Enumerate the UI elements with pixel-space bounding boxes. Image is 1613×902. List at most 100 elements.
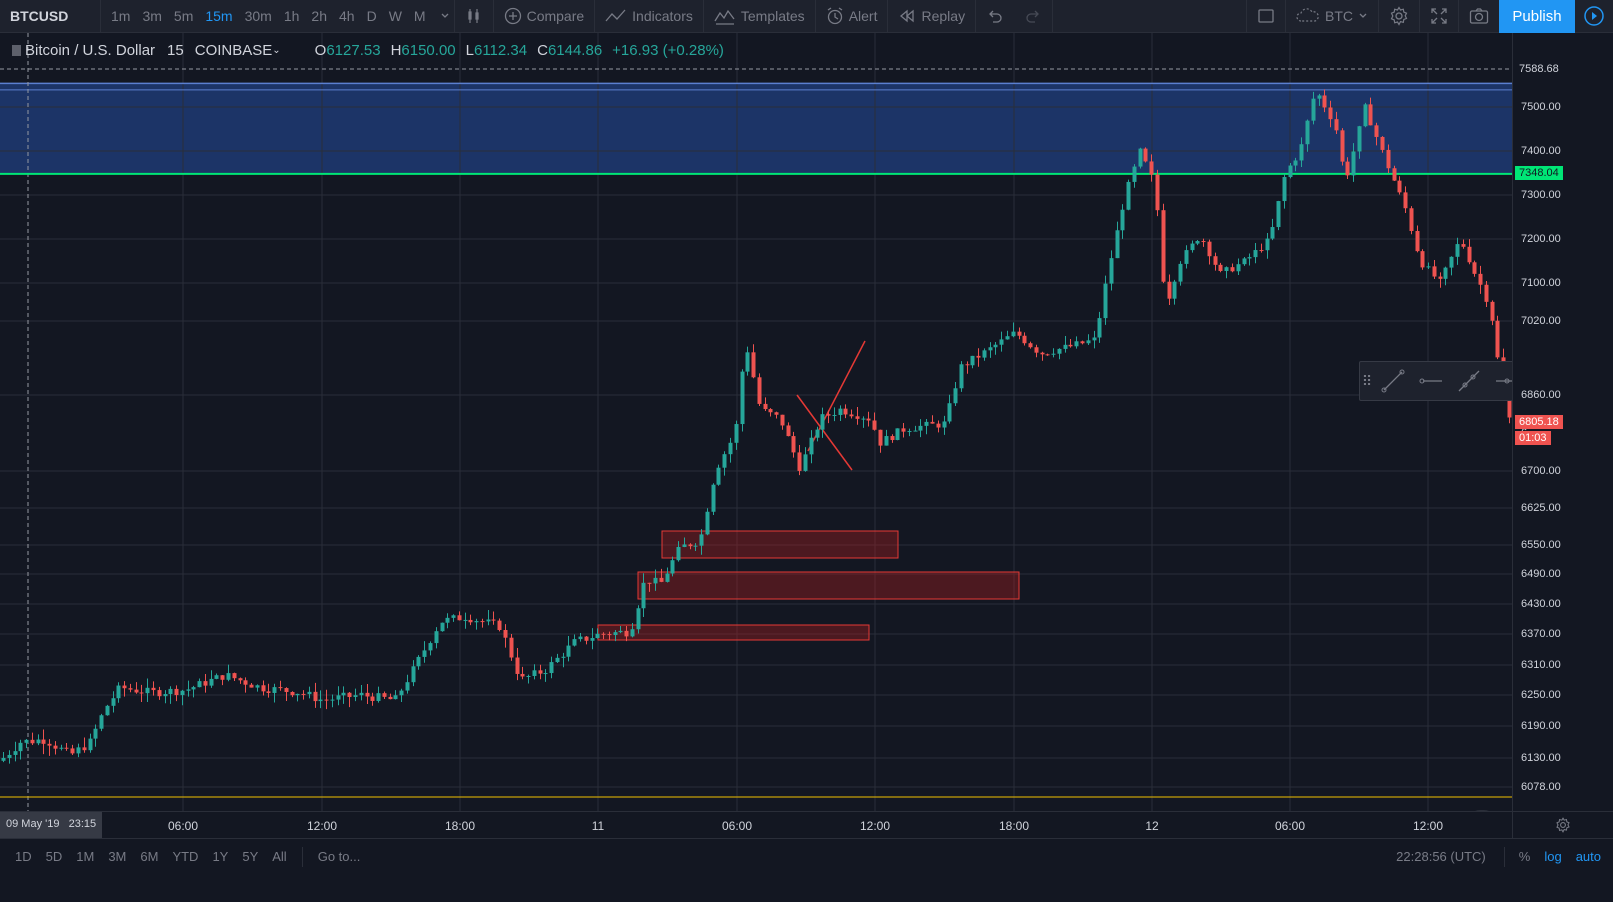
range-all[interactable]: All [272, 849, 287, 864]
chart-style-button[interactable] [455, 0, 493, 33]
price-axis[interactable]: 7500.00 7400.00 7300.00 7200.00 7100.00 7020.… [1512, 33, 1613, 811]
candle-up [180, 690, 185, 696]
candle-down [1386, 149, 1391, 169]
interval-M[interactable]: M [413, 8, 426, 24]
layout-button[interactable] [1247, 0, 1285, 33]
drag-handle-icon[interactable]: ⠿ [1361, 372, 1373, 389]
candle-down [1045, 354, 1050, 356]
candle-down [1340, 130, 1345, 162]
compare-button[interactable]: Compare [494, 0, 595, 33]
range-6m[interactable]: 6M [140, 849, 159, 864]
play-button[interactable] [1575, 0, 1613, 33]
candle-up [532, 670, 537, 677]
settings-button[interactable] [1379, 0, 1419, 33]
templates-button[interactable]: Templates [704, 0, 815, 33]
candle-up [474, 621, 479, 623]
candle-up [1357, 126, 1362, 152]
candle-up [434, 631, 439, 644]
redo-button[interactable] [1014, 0, 1052, 33]
candle-down [203, 681, 208, 686]
interval-15m[interactable]: 15m [205, 8, 233, 24]
replay-button[interactable]: Replay [888, 0, 975, 33]
candle-up [255, 685, 260, 688]
candle-up [809, 437, 814, 455]
range-1m[interactable]: 1M [76, 849, 95, 864]
candle-down [976, 355, 981, 358]
price-tick: 6625.00 [1521, 502, 1561, 514]
range-5y[interactable]: 5Y [242, 849, 259, 864]
legend-low-label: L [465, 42, 474, 59]
interval-4h[interactable]: 4h [338, 8, 355, 24]
scroll-to-realtime-button[interactable]: » [1467, 810, 1497, 811]
goto-date-button[interactable]: Go to... [317, 849, 361, 864]
candle-down [1080, 341, 1085, 344]
axis-settings-button[interactable] [1512, 811, 1613, 838]
candle-up [168, 688, 173, 695]
interval-2h[interactable]: 2h [311, 8, 327, 24]
legend-chevron-down-icon[interactable]: ⌄ [272, 45, 281, 56]
candle-up [670, 560, 675, 574]
chart-pane[interactable]: Bitcoin / U.S. Dollar 15 COINBASE ⌄ O 612… [0, 33, 1520, 811]
range-5d[interactable]: 5D [45, 849, 63, 864]
range-1d[interactable]: 1D [15, 849, 32, 864]
candle-down [243, 680, 248, 685]
horizontal-ray-tool[interactable] [1412, 362, 1450, 400]
symbol-search-button[interactable]: BTCUSD [10, 8, 69, 24]
floating-drawing-toolbar: ⠿ [1359, 361, 1520, 401]
interval-W[interactable]: W [388, 8, 402, 24]
redo-icon [1026, 10, 1039, 23]
candle-down [1201, 241, 1206, 243]
utc-clock[interactable]: 22:28:56 (UTC) [1396, 849, 1486, 864]
candle-up [1276, 201, 1281, 228]
cloud-save-button[interactable]: BTC [1286, 0, 1378, 33]
candle-up [1126, 181, 1131, 210]
candle-down [930, 421, 935, 424]
candlestick-chart[interactable] [0, 33, 1520, 811]
candle-up [7, 754, 12, 758]
legend-high-label: H [390, 42, 402, 59]
interval-1h[interactable]: 1h [283, 8, 300, 24]
interval-5m[interactable]: 5m [173, 8, 194, 24]
alert-button[interactable]: Alert [816, 0, 888, 33]
bottom-divider [1503, 846, 1505, 867]
candle-down [624, 630, 629, 637]
interval-dropdown-chevron-icon[interactable] [436, 0, 454, 33]
candle-down [1420, 251, 1425, 268]
price-tick: 7020.00 [1521, 315, 1561, 327]
publish-button[interactable]: Publish [1499, 0, 1575, 33]
trend-line-tool[interactable] [1374, 362, 1412, 400]
time-tick: 18:00 [998, 819, 1030, 833]
cloud-icon [1296, 8, 1319, 22]
range-ytd[interactable]: YTD [172, 849, 199, 864]
candle-up [191, 687, 196, 690]
extended-line-tool[interactable] [1450, 362, 1488, 400]
time-axis[interactable]: 06:00 12:00 18:00 11 06:00 12:00 18:00 12 06:00 1… [0, 811, 1512, 838]
indicators-button[interactable]: Indicators [595, 0, 703, 33]
cross-mark-line [796, 394, 853, 471]
range-1y[interactable]: 1Y [212, 849, 229, 864]
snapshot-button[interactable] [1459, 0, 1499, 33]
undo-button[interactable] [976, 0, 1014, 33]
log-scale-toggle[interactable]: log [1544, 849, 1562, 864]
candle-up [832, 414, 837, 416]
candle-up [186, 689, 191, 691]
range-3m[interactable]: 3M [108, 849, 127, 864]
legend-high-value: 6150.00 [401, 42, 456, 59]
interval-D[interactable]: D [366, 8, 377, 24]
fullscreen-button[interactable] [1420, 0, 1458, 33]
candle-up [1172, 281, 1177, 299]
candle-up [116, 685, 121, 699]
candle-down [1368, 104, 1373, 126]
candle-down [791, 436, 796, 453]
interval-30m[interactable]: 30m [244, 8, 272, 24]
legend-exchange[interactable]: COINBASE [194, 42, 273, 59]
percent-scale-toggle[interactable]: % [1518, 849, 1531, 864]
auto-scale-toggle[interactable]: auto [1575, 849, 1601, 864]
price-tick: 6370.00 [1521, 628, 1561, 640]
legend-symbol-title[interactable]: Bitcoin / U.S. Dollar [25, 42, 156, 59]
candle-up [918, 425, 923, 431]
candle-up [803, 454, 808, 471]
candle-up [272, 687, 277, 693]
interval-1m[interactable]: 1m [111, 8, 131, 24]
interval-3m[interactable]: 3m [142, 8, 162, 24]
